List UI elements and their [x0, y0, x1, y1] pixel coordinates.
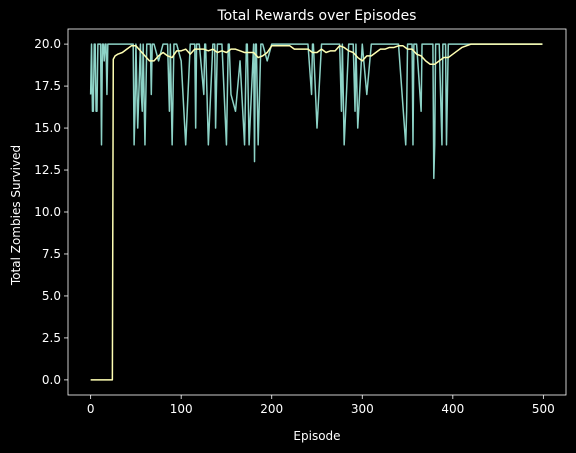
y-tick-label: 2.5: [42, 331, 61, 345]
series-line-1: [89, 43, 543, 180]
x-tick-label: 400: [441, 402, 464, 416]
x-axis-label: Episode: [293, 429, 340, 443]
x-tick-label: 500: [532, 402, 555, 416]
y-tick-label: 12.5: [34, 163, 61, 177]
y-tick-label: 10.0: [34, 205, 61, 219]
chart-title: Total Rewards over Episodes: [217, 8, 417, 24]
y-tick-label: 7.5: [42, 247, 61, 261]
x-tick-label: 100: [170, 402, 193, 416]
y-axis-label: Total Zombies Survived: [9, 145, 23, 286]
y-tick-label: 0.0: [42, 373, 61, 387]
x-tick-label: 200: [260, 402, 283, 416]
x-tick-label: 0: [87, 402, 95, 416]
y-tick-label: 5.0: [42, 289, 61, 303]
y-tick-label: 20.0: [34, 37, 61, 51]
axes-layer: 0 100 200 300 400 500 0.0 2.5 5.0 7.5 10.0 12.5 15.0…: [34, 28, 567, 416]
x-tick-label: 300: [351, 402, 374, 416]
y-tick-label: 17.5: [34, 79, 61, 93]
series-line-2: [90, 43, 543, 381]
series-layer: [89, 43, 543, 381]
y-tick-label: 15.0: [34, 121, 61, 135]
